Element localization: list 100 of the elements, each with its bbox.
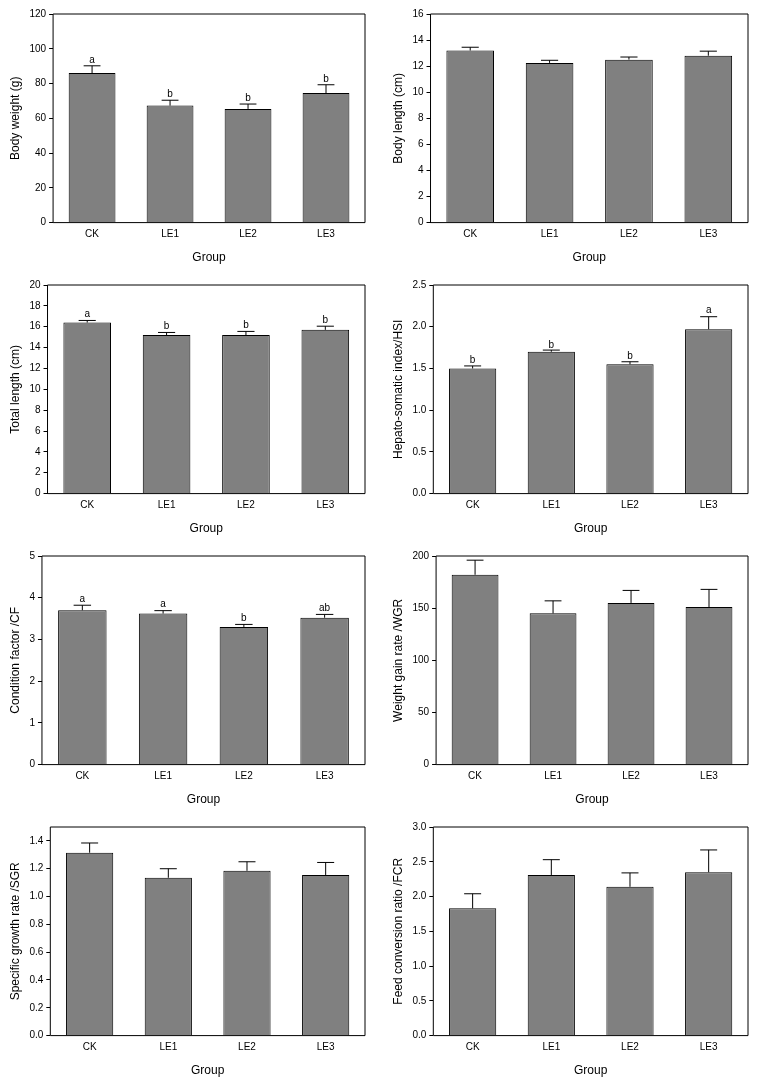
y-tick-label: 6: [34, 424, 41, 436]
y-axis-title: Feed conversion ratio /FCR: [390, 857, 405, 1005]
x-tick-label: LE3: [316, 499, 335, 511]
x-tick-label: CK: [465, 499, 480, 511]
y-axis-title: Body length (cm): [390, 72, 405, 164]
y-tick-label: 8: [34, 403, 41, 415]
x-axis-title: Group: [190, 1063, 225, 1078]
y-tick-label: 0.6: [29, 945, 44, 957]
x-tick-label: CK: [463, 228, 478, 240]
x-tick-label: LE3: [317, 228, 336, 240]
x-tick-label: LE2: [620, 228, 639, 240]
x-axis-title: Group: [572, 250, 607, 265]
y-tick-label: 12: [29, 362, 41, 374]
y-tick-label: 0: [417, 216, 424, 228]
y-tick-label: 1.5: [412, 925, 427, 937]
x-axis-title: Group: [573, 521, 608, 536]
y-tick-label: 0.4: [29, 973, 44, 985]
x-tick-label: LE1: [159, 1041, 178, 1053]
x-tick-label: LE1: [542, 1041, 561, 1053]
x-tick-label: CK: [80, 499, 95, 511]
x-tick-label: LE2: [234, 770, 254, 782]
x-tick-label: LE2: [239, 228, 258, 240]
annotation: ab: [319, 602, 331, 614]
annotation: b: [548, 338, 555, 350]
y-axis-title: Hepato-somatic index/HSI: [390, 319, 405, 459]
y-axis-title: Body weight (g): [7, 76, 22, 160]
y-tick-label: 2.5: [412, 278, 427, 290]
x-tick-label: CK: [465, 1041, 480, 1053]
y-tick-label: 2.5: [412, 855, 427, 867]
y-tick-label: 0: [423, 758, 430, 770]
x-axis-title: Group: [575, 792, 610, 807]
x-tick-label: LE2: [237, 499, 256, 511]
x-axis-title: Group: [192, 250, 227, 265]
y-tick-label: 3: [29, 633, 36, 645]
y-tick-label: 0.0: [412, 487, 427, 499]
x-axis-title: Group: [186, 792, 221, 807]
y-tick-label: 2: [34, 466, 41, 478]
y-tick-label: 0.5: [412, 994, 427, 1006]
y-tick-label: 0.5: [412, 445, 427, 457]
y-tick-label: 1.2: [29, 862, 44, 874]
y-tick-label: 100: [412, 654, 430, 666]
y-tick-label: 12: [412, 59, 424, 71]
y-tick-label: 14: [29, 341, 41, 353]
x-axis-title: Group: [573, 1063, 608, 1078]
y-tick-label: 20: [29, 278, 41, 290]
y-tick-label: 10: [29, 383, 41, 395]
y-tick-label: 1.0: [412, 403, 427, 415]
y-tick-label: 16: [29, 320, 41, 332]
y-tick-label: 4: [34, 445, 41, 457]
x-tick-label: CK: [468, 770, 483, 782]
x-tick-label: LE2: [621, 1041, 640, 1053]
y-tick-label: 200: [412, 549, 430, 561]
y-tick-label: 8: [417, 112, 424, 124]
y-tick-label: 0: [40, 216, 47, 228]
x-tick-label: LE2: [238, 1041, 257, 1053]
y-tick-label: 1.0: [29, 890, 44, 902]
x-tick-label: LE1: [154, 770, 173, 782]
x-tick-label: LE3: [315, 770, 334, 782]
annotation: b: [167, 87, 174, 99]
annotation: b: [627, 349, 634, 361]
annotation: b: [163, 320, 170, 332]
x-tick-label: LE3: [316, 1041, 335, 1053]
x-tick-label: CK: [85, 228, 100, 240]
y-tick-label: 50: [417, 706, 430, 718]
annotation: b: [469, 353, 476, 365]
x-axis-title: Group: [189, 521, 224, 536]
y-tick-label: 20: [34, 181, 47, 193]
y-tick-label: 2: [417, 190, 424, 202]
annotation: b: [322, 313, 329, 325]
x-tick-label: LE3: [700, 770, 719, 782]
y-tick-label: 0: [29, 758, 36, 770]
annotation: a: [79, 592, 86, 604]
annotation: a: [705, 304, 712, 316]
x-tick-label: LE1: [544, 770, 563, 782]
y-tick-label: 1.4: [29, 834, 44, 846]
y-tick-label: 150: [412, 601, 430, 613]
y-tick-label: 0.0: [29, 1029, 44, 1041]
y-axis-title: Weight gain rate /WGR: [390, 598, 405, 722]
y-axis-title: Specific growth rate /SGR: [7, 861, 22, 1001]
y-tick-label: 5: [29, 549, 36, 561]
y-tick-label: 100: [29, 42, 47, 54]
x-tick-label: LE1: [161, 228, 180, 240]
x-tick-label: CK: [82, 1041, 97, 1053]
y-tick-label: 2.0: [412, 890, 427, 902]
y-tick-label: 16: [412, 7, 424, 19]
y-tick-label: 14: [412, 33, 424, 45]
y-tick-label: 120: [29, 7, 47, 19]
y-tick-label: 18: [29, 299, 41, 311]
y-axis-title: Total length (cm): [7, 344, 22, 434]
annotation: b: [241, 612, 248, 624]
x-tick-label: LE2: [621, 499, 640, 511]
annotation: b: [243, 319, 250, 331]
y-tick-label: 3.0: [412, 820, 427, 832]
y-tick-label: 1.0: [412, 959, 427, 971]
x-tick-label: LE1: [540, 228, 559, 240]
y-tick-label: 60: [34, 112, 47, 124]
y-tick-label: 0: [34, 487, 41, 499]
annotation: a: [84, 308, 91, 320]
y-tick-label: 0.0: [412, 1029, 427, 1041]
x-tick-label: LE2: [622, 770, 641, 782]
